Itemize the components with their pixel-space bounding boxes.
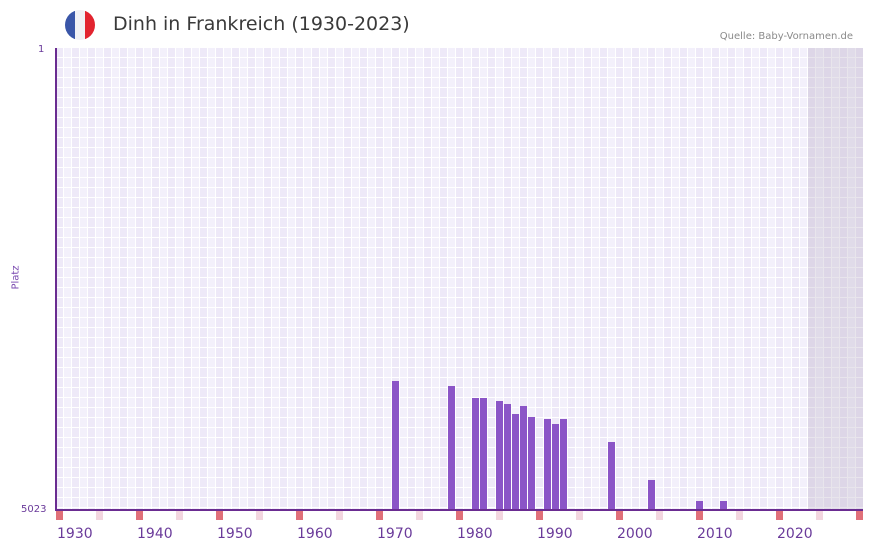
decade-marker (376, 511, 383, 520)
half-decade-marker (416, 511, 423, 520)
half-decade-marker (736, 511, 743, 520)
decade-marker (456, 511, 463, 520)
x-tick-label: 1970 (377, 526, 413, 542)
plot-area (55, 48, 863, 510)
bar-2013[interactable] (720, 501, 727, 510)
x-tick-label: 1990 (537, 526, 573, 542)
x-tick-label: 1980 (457, 526, 493, 542)
decade-marker (216, 511, 223, 520)
x-axis-year-markers (55, 511, 863, 520)
half-decade-marker (176, 511, 183, 520)
chart-title: Dinh in Frankreich (1930-2023) (113, 13, 410, 35)
x-tick-label: 1960 (297, 526, 333, 542)
plot-grid (55, 48, 863, 510)
y-axis-line (55, 48, 57, 511)
bar-1986[interactable] (504, 404, 511, 510)
y-axis-bottom-label: 5023 (21, 504, 47, 515)
decade-marker (696, 511, 703, 520)
decade-marker (136, 511, 143, 520)
bar-2010[interactable] (696, 501, 703, 510)
half-decade-marker (96, 511, 103, 520)
source-credit: Quelle: Baby-Vornamen.de (719, 31, 853, 42)
y-axis-title: Platz (10, 265, 22, 290)
decade-marker (856, 511, 863, 520)
x-tick-label: 1940 (137, 526, 173, 542)
half-decade-marker (336, 511, 343, 520)
half-decade-marker (816, 511, 823, 520)
x-axis-line (55, 509, 863, 511)
bar-1999[interactable] (608, 442, 615, 510)
decade-marker (616, 511, 623, 520)
bar-1982[interactable] (472, 398, 479, 510)
x-tick-label: 1950 (217, 526, 253, 542)
france-flag-icon (65, 10, 95, 40)
y-axis-top-label: 1 (38, 44, 45, 55)
decade-marker (296, 511, 303, 520)
half-decade-marker (256, 511, 263, 520)
decade-marker (776, 511, 783, 520)
x-tick-label: 2010 (697, 526, 733, 542)
half-decade-marker (576, 511, 583, 520)
bar-2004[interactable] (648, 480, 655, 510)
bar-1985[interactable] (496, 401, 503, 510)
decade-marker (536, 511, 543, 520)
x-tick-label: 1930 (57, 526, 93, 542)
bar-1972[interactable] (392, 381, 399, 510)
bar-1979[interactable] (448, 386, 455, 510)
bar-1992[interactable] (552, 424, 559, 510)
half-decade-marker (656, 511, 663, 520)
x-tick-label: 2000 (617, 526, 653, 542)
future-years-shade (808, 48, 863, 510)
half-decade-marker (496, 511, 503, 520)
bar-1989[interactable] (528, 417, 535, 510)
bar-1991[interactable] (544, 419, 551, 510)
bar-1988[interactable] (520, 406, 527, 510)
x-tick-label: 2020 (777, 526, 813, 542)
bar-1983[interactable] (480, 398, 487, 510)
bar-1993[interactable] (560, 419, 567, 510)
bar-1987[interactable] (512, 414, 519, 510)
decade-marker (56, 511, 63, 520)
